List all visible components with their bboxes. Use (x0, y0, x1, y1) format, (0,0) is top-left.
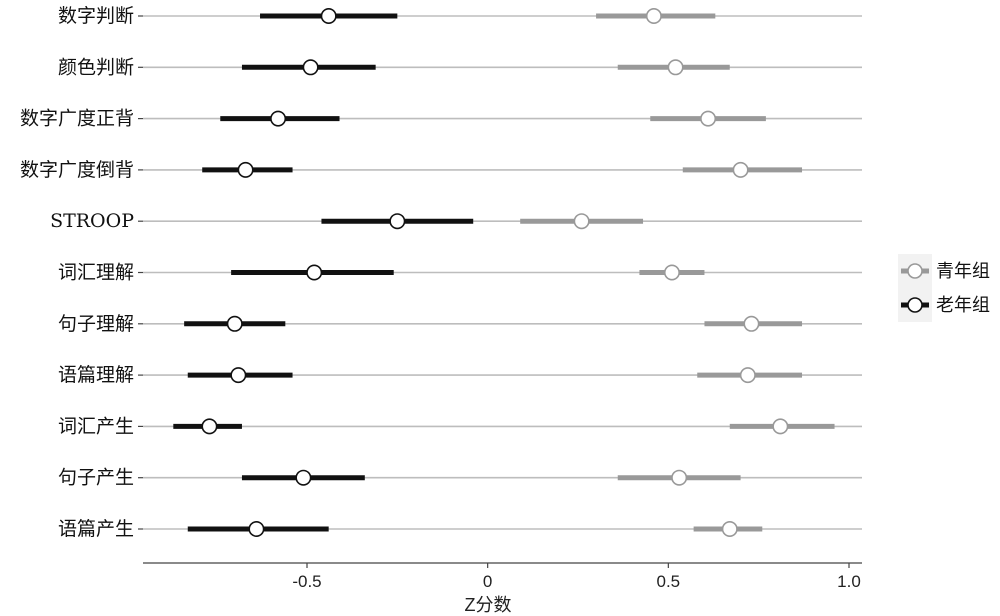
category-label: 词汇理解 (58, 262, 134, 284)
point-young (667, 59, 684, 76)
point-young (721, 520, 738, 537)
point-young (732, 161, 749, 178)
legend-key-point (907, 263, 923, 279)
category-label: 颜色判断 (58, 56, 134, 78)
point-old (270, 110, 287, 127)
x-tick-label: -0.5 (292, 572, 321, 591)
category-label: STROOP (50, 210, 134, 232)
point-old (320, 8, 337, 24)
point-old (237, 161, 254, 178)
category-label: 词汇产生 (58, 415, 134, 437)
x-tick-label: 0 (483, 572, 492, 591)
point-young (743, 315, 760, 332)
category-label: 数字广度正背 (20, 108, 134, 130)
point-old (230, 367, 247, 384)
category-label: 语篇产生 (58, 518, 134, 540)
point-young (573, 213, 590, 230)
point-old (226, 315, 243, 332)
category-label: 句子产生 (58, 467, 134, 489)
legend-label-old: 老年组 (936, 295, 990, 316)
x-axis: -0.5 0 0.5 1.0 (143, 562, 862, 591)
category-label: 数字判断 (58, 5, 134, 27)
x-tick-label: 1.0 (837, 572, 861, 591)
category-label: 数字广度倒背 (20, 159, 134, 181)
category-label: 句子理解 (58, 313, 134, 335)
point-old (248, 520, 265, 537)
point-young (700, 110, 717, 127)
point-old (306, 264, 323, 281)
point-old (302, 59, 319, 76)
x-axis-title: Z分数 (465, 595, 512, 615)
point-old (295, 469, 312, 486)
point-young (739, 367, 756, 384)
legend-label-young: 青年组 (936, 261, 990, 282)
x-tick-label: 0.5 (657, 572, 681, 591)
point-young (772, 418, 789, 435)
point-young (663, 264, 680, 281)
legend-key-point (907, 297, 923, 313)
point-old (389, 213, 406, 230)
point-markers (201, 8, 789, 537)
point-old (201, 418, 218, 435)
point-young (671, 469, 688, 486)
category-label: 语篇理解 (58, 364, 134, 386)
point-young (645, 8, 662, 24)
